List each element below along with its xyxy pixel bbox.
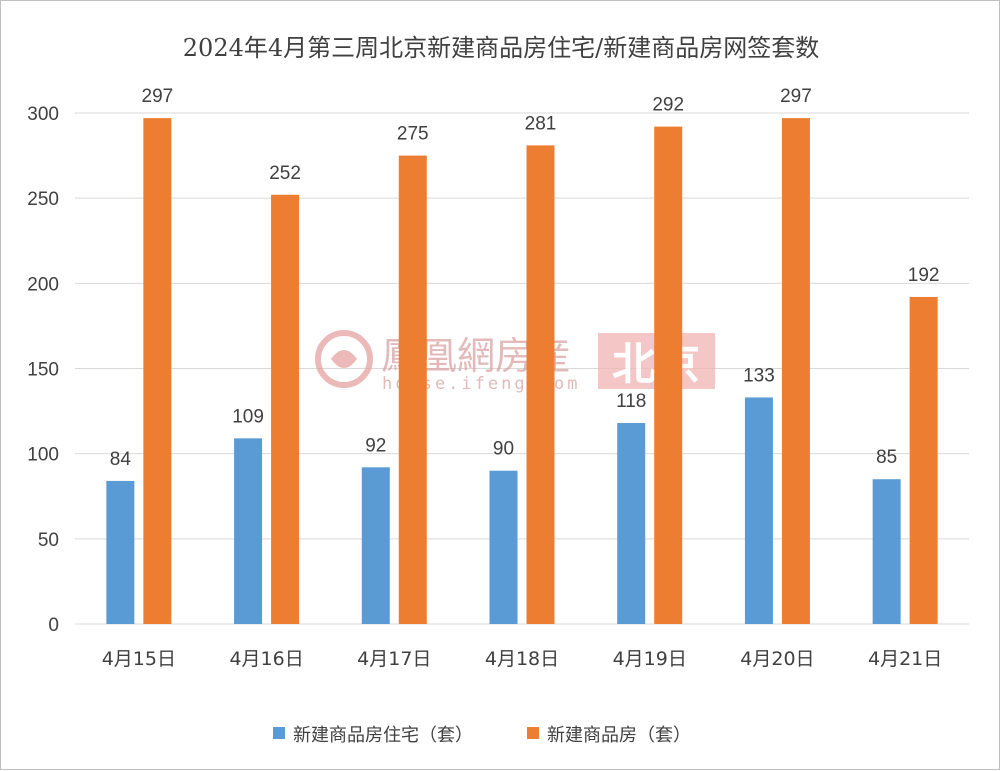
bar-residential bbox=[872, 479, 901, 624]
bar-residential bbox=[489, 470, 518, 624]
data-label: 297 bbox=[780, 86, 812, 107]
legend-swatch-commercial bbox=[527, 727, 539, 739]
bar-residential bbox=[617, 423, 646, 624]
data-label: 192 bbox=[908, 265, 940, 286]
bar-residential bbox=[106, 480, 135, 624]
x-category-label: 4月17日 bbox=[357, 648, 431, 670]
x-category-label: 4月16日 bbox=[229, 648, 303, 670]
gridlines bbox=[75, 112, 969, 625]
data-label: 92 bbox=[365, 435, 386, 456]
y-axis-ticks: 0 50 100 150 200 250 300 bbox=[27, 104, 59, 636]
bars bbox=[106, 118, 938, 625]
y-tick-label: 200 bbox=[27, 274, 59, 295]
bar-commercial bbox=[526, 145, 555, 624]
legend-label-commercial: 新建商品房（套） bbox=[547, 725, 691, 746]
chart-title: 2024年4月第三周北京新建商品房住宅/新建商品房网签套数 bbox=[183, 34, 819, 62]
data-label: 109 bbox=[232, 406, 264, 427]
data-label: 85 bbox=[876, 447, 897, 468]
data-label: 252 bbox=[269, 163, 301, 184]
bar-commercial bbox=[143, 118, 172, 625]
ifeng-logo-icon bbox=[315, 330, 373, 388]
data-label: 275 bbox=[397, 124, 429, 145]
bar-commercial bbox=[398, 155, 427, 625]
bar-commercial bbox=[271, 194, 300, 624]
data-label: 133 bbox=[743, 365, 775, 386]
y-tick-label: 150 bbox=[27, 360, 59, 381]
y-tick-label: 300 bbox=[27, 104, 59, 125]
bar-residential bbox=[361, 467, 390, 624]
bar-commercial bbox=[909, 296, 938, 624]
x-category-label: 4月18日 bbox=[485, 648, 559, 670]
x-category-label: 4月20日 bbox=[740, 648, 814, 670]
legend: 新建商品房住宅（套） 新建商品房（套） bbox=[273, 725, 691, 746]
bar-residential bbox=[234, 438, 263, 624]
data-label: 118 bbox=[616, 391, 646, 412]
legend-label-residential: 新建商品房住宅（套） bbox=[293, 725, 473, 746]
y-tick-label: 50 bbox=[38, 530, 59, 551]
x-category-label: 4月19日 bbox=[613, 648, 687, 670]
x-category-label: 4月21日 bbox=[868, 648, 942, 670]
data-label: 281 bbox=[525, 113, 557, 134]
legend-swatch-residential bbox=[273, 727, 285, 739]
data-label: 292 bbox=[652, 95, 684, 116]
bar-commercial bbox=[654, 126, 683, 625]
data-label: 84 bbox=[110, 449, 132, 470]
data-label: 90 bbox=[493, 439, 514, 460]
y-tick-label: 250 bbox=[27, 189, 59, 210]
bar-commercial bbox=[781, 118, 810, 625]
data-label: 297 bbox=[142, 86, 174, 107]
x-axis-categories: 4月15日 4月16日 4月17日 4月18日 4月19日 4月20日 4月21日 bbox=[102, 648, 943, 670]
y-tick-label: 100 bbox=[27, 445, 59, 466]
x-category-label: 4月15日 bbox=[102, 648, 176, 670]
y-tick-label: 0 bbox=[48, 615, 59, 636]
data-labels: 84 297 109 252 92 275 90 281 118 292 133 297 85 192 bbox=[110, 86, 940, 470]
ifeng-logo-swirl bbox=[331, 350, 357, 368]
bar-residential bbox=[744, 397, 773, 624]
